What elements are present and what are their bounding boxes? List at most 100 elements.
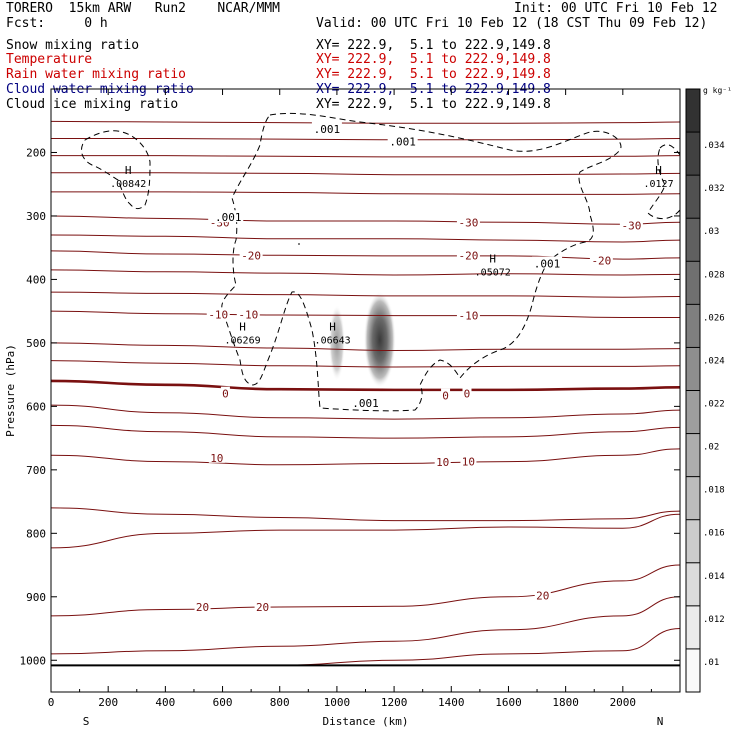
maximum-marker: H — [655, 164, 662, 177]
x-tick-label: 400 — [155, 696, 175, 709]
temperature-contour-label: -10 — [208, 308, 228, 321]
temperature-label-bg — [589, 253, 613, 266]
y-tick-label: 800 — [26, 527, 46, 540]
colorbar-unit: g kg⁻¹ — [703, 86, 732, 95]
y-tick-label: 200 — [26, 146, 46, 159]
y-tick-label: 500 — [26, 337, 46, 350]
colorbar-swatch — [686, 519, 700, 563]
field-name-cloud-water: Cloud water mixing ratio — [6, 82, 194, 97]
y-tick-label: 1000 — [20, 654, 47, 667]
forecast-label: Fcst: 0 h — [6, 16, 108, 31]
cloud-ice-label-bg — [311, 121, 342, 134]
cloud-ice-label-bg — [532, 256, 563, 269]
isotherm-10 — [50, 448, 681, 466]
isotherm--20 — [50, 250, 681, 260]
colorbar-tick-label: .024 — [703, 356, 725, 366]
temperature-contour-label: 10 — [436, 456, 449, 469]
valid-label: Valid: 00 UTC Fri 10 Feb 12 (18 CST Thu … — [316, 16, 708, 31]
field-xy-snow: XY= 222.9, 5.1 to 222.9,149.8 — [316, 38, 551, 53]
colorbar-swatch — [686, 89, 700, 133]
colorbar-swatch — [686, 390, 700, 434]
temperature-contour-label: -10 — [458, 310, 478, 323]
temperature-contour-label: -30 — [458, 216, 478, 229]
cloud-ice-label: .001 — [534, 258, 561, 271]
isotherm--31 — [51, 191, 681, 195]
isotherm-17 — [50, 513, 681, 549]
temperature-label-bg — [462, 386, 472, 399]
colorbar-tick-label: .02 — [703, 443, 719, 453]
init-label: Init: 00 UTC Fri 10 Feb 12 — [514, 1, 718, 16]
field-name-temperature: Temperature — [6, 52, 93, 67]
colorbar-tick-label: .026 — [703, 313, 725, 323]
x-tick-label: 1400 — [438, 696, 465, 709]
temperature-label-bg — [619, 218, 643, 231]
field-xy-temperature: XY= 222.9, 5.1 to 222.9,149.8 — [316, 52, 551, 67]
x-end-label-north: N — [657, 715, 664, 728]
isotherm-25 — [50, 596, 681, 655]
maximum-marker: H — [329, 321, 336, 334]
colorbar-swatch — [686, 476, 700, 520]
colorbar-swatch — [686, 562, 700, 606]
isotherm--10 — [50, 310, 680, 319]
cloud-ice-label-bg — [387, 134, 418, 147]
colorbar-swatch — [686, 261, 700, 305]
y-tick-label: 400 — [26, 273, 46, 286]
temperature-contour-label: -20 — [591, 254, 611, 267]
temperature-label-bg — [456, 308, 480, 321]
isotherm--35 — [51, 138, 681, 141]
colorbar-swatch — [686, 605, 700, 649]
colorbar-swatch — [686, 433, 700, 477]
temperature-label-bg — [194, 599, 211, 612]
y-tick-label: 900 — [26, 591, 46, 604]
temperature-contour-label: -20 — [458, 249, 478, 262]
colorbar-tick-label: .022 — [703, 400, 725, 410]
temperature-label-bg — [239, 248, 263, 261]
rain-water-maximum — [363, 291, 396, 388]
isotherm-15 — [50, 507, 681, 522]
temperature-contour-label: 0 — [442, 390, 449, 403]
maximum-value: .0127 — [644, 179, 674, 190]
colorbar-swatch — [686, 218, 700, 262]
colorbar-tick-label: .034 — [703, 141, 725, 151]
cloud-ice-label: .001 — [352, 397, 379, 410]
temperature-contour-label: 0 — [222, 388, 229, 401]
temperature-label-bg — [206, 307, 230, 320]
cloud-ice-contour — [221, 112, 622, 412]
y-tick-label: 600 — [26, 400, 46, 413]
temperature-label-bg — [236, 307, 260, 320]
y-tick-label: 300 — [26, 210, 46, 223]
colorbar-tick-label: .03 — [703, 227, 719, 237]
colorbar-swatch — [686, 648, 700, 692]
isotherm--32 — [51, 172, 681, 176]
temperature-contour-label: -10 — [238, 308, 258, 321]
temperature-contour-label: 0 — [464, 388, 471, 401]
isotherm--33 — [51, 155, 681, 158]
maximum-value: .05072 — [475, 268, 511, 279]
isotherm-30 — [50, 628, 681, 666]
temperature-contour-label: 20 — [256, 601, 269, 614]
isotherm-0 — [50, 379, 681, 392]
cloud-ice-label: .001 — [215, 211, 242, 224]
x-tick-label: 1800 — [552, 696, 579, 709]
isotherm-5 — [50, 424, 681, 439]
cloud-ice-label-bg — [213, 210, 244, 223]
field-xy-rain: XY= 222.9, 5.1 to 222.9,149.8 — [316, 67, 551, 82]
isotherm--30 — [50, 215, 681, 225]
x-tick-label: 1200 — [381, 696, 408, 709]
colorbar-swatch — [686, 175, 700, 219]
colorbar-tick-label: .018 — [703, 486, 725, 496]
x-tick-label: 2000 — [610, 696, 637, 709]
temperature-label-bg — [456, 215, 480, 228]
temperature-contour-label: 10 — [210, 452, 223, 465]
colorbar-tick-label: .014 — [703, 572, 725, 582]
maximum-marker: H — [489, 253, 496, 266]
temperature-contour-label: 10 — [462, 456, 475, 469]
maximum-value: .06269 — [224, 336, 260, 347]
temperature-label-bg — [534, 588, 551, 601]
x-axis-label: Distance (km) — [322, 715, 408, 728]
temperature-label-bg — [254, 599, 271, 612]
isotherm--5 — [50, 342, 681, 352]
isotherm-20 — [50, 564, 681, 617]
colorbar-tick-label: .012 — [703, 615, 725, 625]
